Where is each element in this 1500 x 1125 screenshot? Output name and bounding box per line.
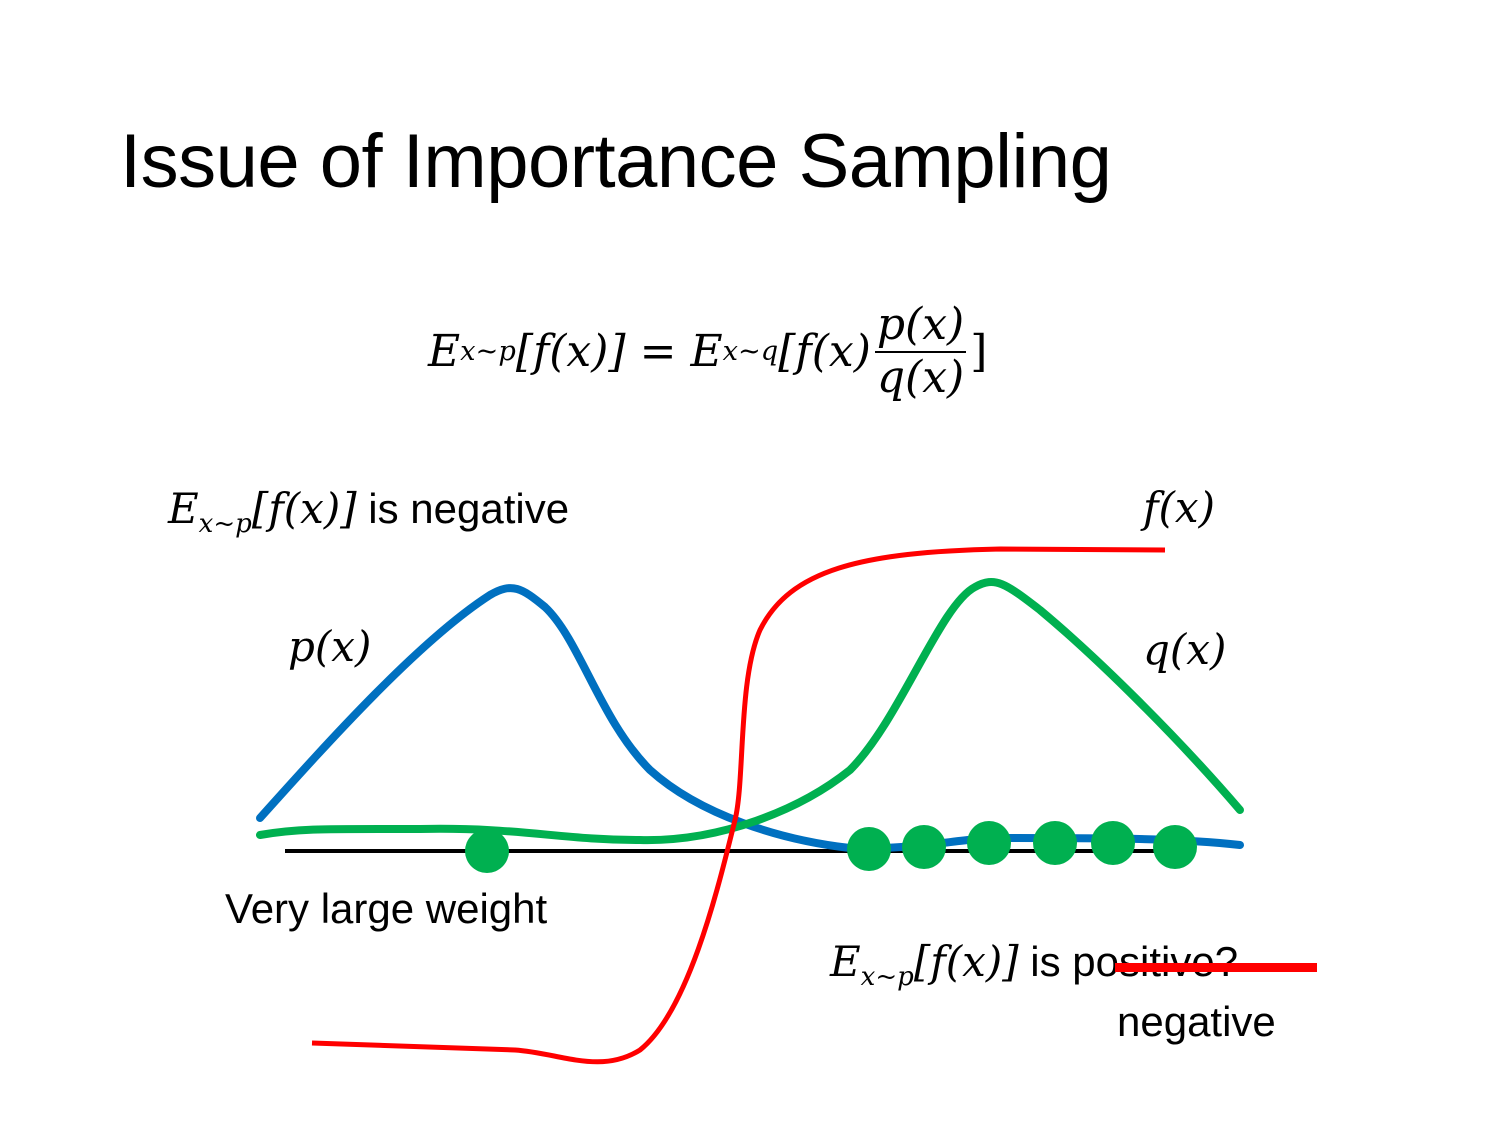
top-E: E	[168, 484, 199, 533]
sample-dot	[847, 827, 891, 871]
top-text: is negative	[368, 485, 570, 532]
top-sub: x~p	[198, 509, 252, 540]
sample-dot	[967, 821, 1011, 865]
f-curve-label: f(x)	[1143, 483, 1216, 532]
bottom-E: E	[830, 937, 861, 986]
eq-rhs-close: ]	[970, 326, 988, 378]
p-curve-label: p(x)	[288, 622, 372, 671]
bottom-expectation-label: Ex~p[f(x)] is positive?	[830, 937, 1238, 992]
top-arg: [f(x)]	[251, 484, 357, 533]
very-large-weight-label: Very large weight	[225, 885, 548, 932]
eq-equals: =	[639, 326, 677, 378]
q-curve-label: q(x)	[1143, 625, 1227, 674]
bottom-sub: x~p	[860, 962, 914, 993]
sample-dot	[902, 825, 946, 869]
eq-frac-den: q(x)	[876, 351, 965, 403]
eq-lhs-arg: [f(x)]	[515, 326, 626, 378]
top-expectation-label: Ex~p[f(x)] is negative	[168, 484, 569, 539]
sample-dot	[1153, 825, 1197, 869]
q-curve	[256, 578, 1244, 845]
sample-dot	[1033, 821, 1077, 865]
eq-fraction: p(x) q(x)	[874, 299, 967, 403]
eq-rhs-sub: x~q	[722, 336, 779, 368]
eq-rhs-E: E	[690, 326, 723, 378]
correction-negative-label: negative	[1117, 998, 1276, 1045]
eq-frac-num: p(x)	[874, 299, 967, 353]
sample-dot	[1091, 821, 1135, 865]
strikethrough-line	[1115, 963, 1317, 972]
slide-title: Issue of Importance Sampling	[120, 119, 1112, 204]
p-curve	[256, 584, 1244, 853]
eq-lhs-sub: x~p	[460, 336, 516, 368]
f-curve	[311, 546, 1166, 1065]
eq-lhs-E: E	[428, 326, 461, 378]
struck-positive-text: positive?	[1072, 938, 1239, 985]
bottom-is: is	[1030, 938, 1061, 985]
bottom-arg: [f(x)]	[913, 937, 1019, 986]
eq-rhs-arg: [f(x)	[778, 326, 871, 378]
sample-dot-large-weight	[465, 829, 509, 873]
